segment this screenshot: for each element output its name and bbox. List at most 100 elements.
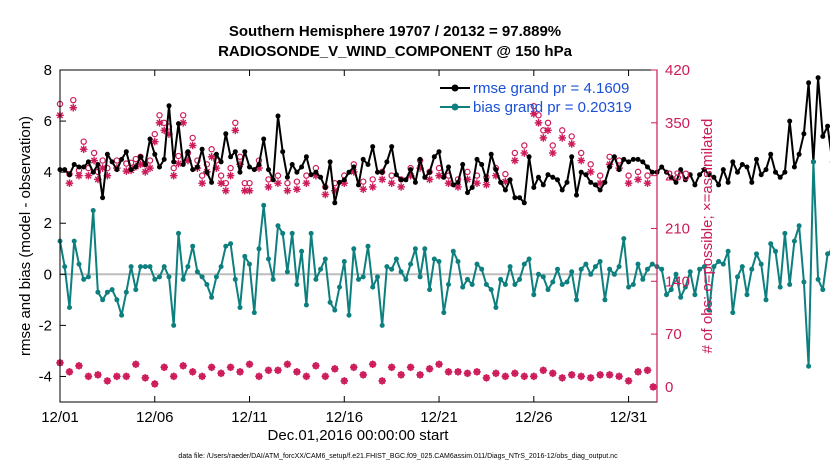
rmse-point: [318, 174, 324, 180]
bias-point: [95, 289, 101, 295]
bias-point: [237, 305, 243, 310]
bias-point: [574, 297, 579, 303]
bias-point: [147, 264, 153, 270]
obs-assimilated-marker: [586, 374, 595, 382]
rmse-point: [256, 162, 262, 167]
rmse-point: [100, 195, 106, 201]
rmse-point: [379, 169, 385, 175]
rmse-point: [228, 154, 234, 160]
rmse-point: [270, 177, 276, 183]
rmse-point: [204, 169, 210, 175]
bias-point: [138, 264, 143, 270]
rmse-point: [85, 159, 91, 165]
bias-point: [67, 305, 72, 310]
bias-point: [142, 264, 148, 270]
chart-title: Southern Hemisphere 19707 / 20132 = 97.8…: [229, 23, 561, 40]
obs-assimilated-marker: [511, 156, 519, 165]
legend-bias-marker: [451, 103, 459, 111]
bias-point: [313, 276, 319, 282]
rmse-point: [720, 167, 726, 173]
obs-assimilated-marker: [634, 175, 642, 184]
obs-assimilated-marker: [103, 377, 112, 385]
legend: rmse grand pr = 4.1609 bias grand pr = 0…: [440, 80, 632, 116]
bias-point: [526, 256, 532, 262]
rmse-point: [398, 177, 404, 183]
obs-assimilated-marker: [188, 368, 197, 376]
rmse-point: [95, 162, 101, 167]
obs-possible-marker: [70, 96, 77, 104]
bias-point: [332, 307, 338, 313]
obs-assimilated-marker: [368, 360, 377, 369]
rmse-point: [261, 136, 267, 142]
obs-assimilated-marker: [264, 183, 273, 191]
bias-point: [787, 282, 793, 287]
rmse-point: [521, 200, 527, 206]
x-tick-label: 12/21: [420, 409, 458, 426]
obs-assimilated-marker: [150, 137, 159, 146]
obs-possible-marker: [568, 133, 575, 140]
bias-point: [436, 259, 442, 264]
rmse-point: [123, 149, 129, 155]
rmse-point: [412, 179, 418, 185]
obs-assimilated-marker: [141, 168, 150, 176]
obs-assimilated-marker: [530, 372, 538, 381]
rmse-point: [327, 159, 333, 165]
rmse-point: [664, 169, 669, 175]
bias-point: [450, 248, 456, 254]
bias-point: [668, 287, 674, 293]
rmse-point: [531, 185, 537, 190]
obs-assimilated-marker: [425, 175, 434, 184]
bias-point: [199, 274, 205, 280]
bias-point: [673, 271, 679, 277]
obs-assimilated-marker: [293, 185, 301, 194]
rmse-point: [583, 172, 589, 178]
chart-subtitle: RADIOSONDE_V_WIND_COMPONENT @ 150 hPa: [218, 43, 573, 60]
rmse-point: [289, 162, 295, 167]
bias-point: [626, 284, 632, 290]
obs-assimilated-marker: [207, 363, 216, 372]
y-tick-label: 2: [44, 215, 52, 232]
rmse-point: [507, 177, 513, 183]
bias-point: [749, 266, 755, 272]
rmse-point: [569, 154, 575, 160]
rmse-point: [559, 187, 565, 193]
plot-area: [60, 70, 657, 402]
rmse-point: [725, 179, 731, 185]
bias-point: [327, 299, 333, 305]
obs-assimilated-marker: [217, 179, 225, 187]
obs-possible-marker: [360, 178, 367, 185]
x-tick-label: 12/01: [41, 409, 79, 426]
rmse-point: [768, 151, 774, 157]
obs-assimilated-marker: [331, 365, 339, 373]
rmse-point: [645, 164, 650, 170]
obs-assimilated-marker: [539, 366, 548, 375]
bias-point: [479, 266, 485, 272]
bias-point: [270, 276, 276, 282]
obs-assimilated-marker: [577, 156, 585, 165]
rmse-point: [218, 159, 224, 165]
bias-point: [502, 282, 508, 287]
bias-point: [536, 271, 541, 277]
rmse-point: [787, 118, 793, 124]
obs-assimilated-marker: [643, 366, 652, 375]
bias-point: [427, 287, 433, 293]
rmse-point: [109, 159, 115, 165]
obs-assimilated-marker: [245, 186, 254, 195]
bias-point: [109, 287, 115, 293]
rmse-point: [294, 169, 300, 175]
bias-point: [161, 264, 167, 270]
rmse-point: [791, 164, 797, 170]
obs-assimilated-marker: [179, 361, 187, 370]
obs-possible-marker: [151, 130, 158, 138]
rmse-point: [157, 164, 162, 170]
rmse-point: [517, 195, 523, 201]
obs-possible-marker: [549, 142, 556, 149]
rmse-point: [687, 172, 693, 178]
obs-assimilated-marker: [643, 179, 652, 187]
bias-point: [664, 292, 669, 298]
rmse-point: [678, 167, 684, 173]
y-tick-label: 4: [44, 164, 52, 181]
obs-possible-marker: [577, 149, 585, 157]
bias-point: [322, 256, 328, 262]
obs-assimilated-marker: [416, 371, 424, 379]
